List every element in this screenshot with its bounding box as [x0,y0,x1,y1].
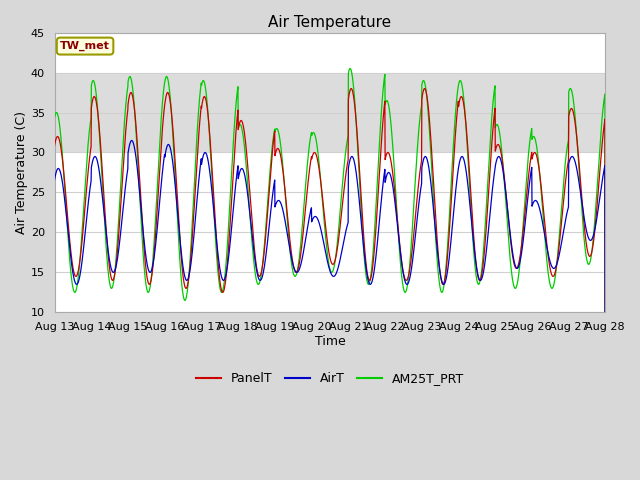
Y-axis label: Air Temperature (C): Air Temperature (C) [15,111,28,234]
Legend: PanelT, AirT, AM25T_PRT: PanelT, AirT, AM25T_PRT [191,367,469,390]
Text: TW_met: TW_met [60,41,110,51]
Title: Air Temperature: Air Temperature [268,15,392,30]
Bar [54,72,605,153]
X-axis label: Time: Time [314,335,346,348]
